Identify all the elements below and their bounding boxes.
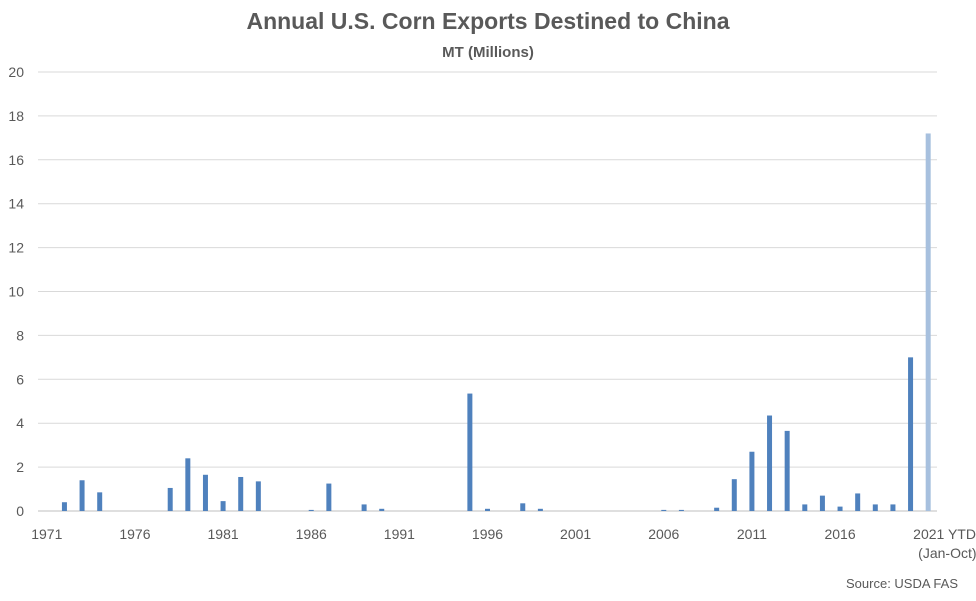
bar-2017 (855, 493, 861, 511)
x-tick-label: 1971 (31, 526, 62, 542)
x-tick-label: 2016 (824, 526, 855, 542)
x-tick-label: 1986 (296, 526, 327, 542)
y-tick-label: 10 (8, 284, 24, 300)
bar-1987 (326, 483, 332, 511)
bar-2021 (925, 133, 931, 511)
bar-1972 (61, 502, 67, 511)
bar-1998 (520, 503, 526, 511)
y-tick-label: 0 (16, 503, 24, 519)
y-tick-label: 4 (16, 415, 24, 431)
y-tick-label: 2 (16, 459, 24, 475)
bar-1973 (79, 480, 85, 511)
bar-1999 (537, 508, 543, 511)
bar-2014 (802, 504, 808, 511)
y-tick-label: 14 (8, 196, 24, 212)
x-tick-label: 1976 (119, 526, 150, 542)
bar-2013 (784, 430, 790, 511)
chart-title: Annual U.S. Corn Exports Destined to Chi… (246, 8, 730, 34)
bar-1978 (167, 487, 173, 511)
x-tick-sublabel: (Jan-Oct) (918, 545, 976, 561)
y-tick-label: 20 (8, 64, 24, 80)
chart-subtitle: MT (Millions) (442, 44, 534, 61)
y-tick-label: 8 (16, 327, 24, 343)
bar-1974 (97, 492, 103, 511)
bar-2016 (837, 506, 843, 511)
bar-2015 (819, 495, 825, 511)
bar-2007 (678, 509, 684, 511)
bar-1995 (467, 393, 473, 511)
source-note: Source: USDA FAS (846, 576, 958, 591)
bar-2009 (714, 507, 720, 511)
bar-1980 (202, 474, 208, 511)
bar-2020 (908, 357, 914, 511)
bar-1982 (238, 476, 244, 511)
bar-2011 (749, 451, 755, 511)
y-tick-label: 6 (16, 371, 24, 387)
y-tick-label: 12 (8, 240, 24, 256)
x-tick-label: 1996 (472, 526, 503, 542)
x-tick-label: 1991 (384, 526, 415, 542)
bar-1996 (485, 508, 490, 511)
x-tick-label: 2011 (737, 526, 767, 542)
bar-2006 (661, 509, 667, 511)
bar-1981 (220, 501, 226, 511)
bar-2012 (767, 415, 773, 511)
bar-1990 (379, 508, 385, 511)
x-tick-label: 2001 (560, 526, 591, 542)
bar-1986 (308, 509, 314, 511)
bar-2019 (890, 504, 896, 511)
x-tick-label: 2006 (648, 526, 679, 542)
x-tick-label: 1981 (208, 526, 239, 542)
y-tick-label: 18 (8, 108, 24, 124)
bar-2010 (731, 479, 737, 511)
y-tick-label: 16 (8, 152, 24, 168)
bar-1983 (255, 481, 261, 511)
bar-1989 (361, 504, 367, 511)
x-tick-label: 2021 YTD (913, 526, 976, 542)
bar-1979 (185, 458, 191, 511)
bar-2018 (872, 504, 878, 511)
